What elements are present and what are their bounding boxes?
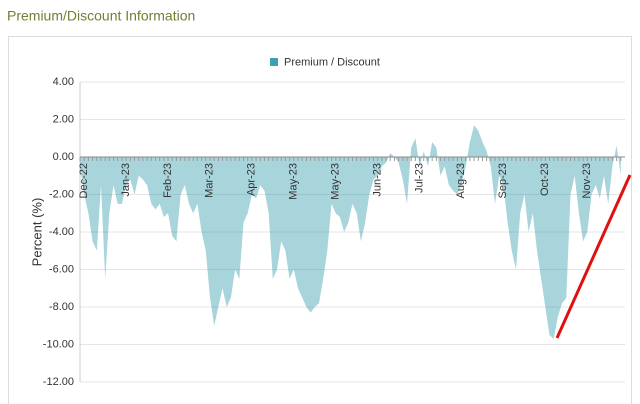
x-tick-label: Jul-23 [413, 163, 425, 193]
area [80, 125, 621, 339]
y-tick-label: -4.00 [49, 226, 74, 238]
y-tick-label: -8.00 [49, 301, 74, 313]
y-tick-label: -12.00 [43, 376, 74, 388]
legend-swatch [270, 58, 278, 66]
page-title: Premium/Discount Information [7, 8, 195, 24]
y-tick-label: 4.00 [53, 76, 74, 88]
x-tick-label: Oct-23 [539, 163, 551, 196]
y-tick-label: -6.00 [49, 263, 74, 275]
x-tick-label: Apr-23 [246, 163, 258, 196]
x-tick-label: Jan-23 [120, 163, 132, 197]
x-tick-label: Nov-23 [581, 163, 593, 198]
x-tick-label: Dec-22 [78, 163, 90, 198]
y-tick-label: -10.00 [43, 338, 74, 350]
x-tick-label: May-23 [329, 163, 341, 200]
x-tick-label: May-23 [288, 163, 300, 200]
y-tick-label: 2.00 [53, 113, 74, 125]
y-tick-label: 0.00 [53, 151, 74, 163]
y-axis-label: Percent (%) [29, 198, 44, 267]
x-tick-label: Mar-23 [204, 163, 216, 198]
y-tick-label: -2.00 [49, 188, 74, 200]
panel [8, 36, 632, 404]
x-tick-label: Aug-23 [455, 163, 467, 198]
plot: 4.00 2.00 0.00 -2.00 -4.00 -6.00 -8.00 -10.00 -1… [43, 76, 625, 388]
x-tick-label: Feb-23 [162, 163, 174, 198]
annotation-line [555, 174, 632, 339]
legend-label: Premium / Discount [284, 56, 380, 68]
x-tick-label: Jun-23 [371, 163, 383, 197]
x-tick-label: Sep-23 [497, 163, 509, 198]
